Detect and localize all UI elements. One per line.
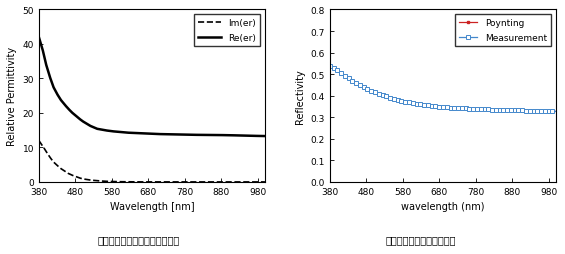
X-axis label: Wavelength [nm]: Wavelength [nm] [110,202,194,212]
Measurement [366,89,373,92]
Im(er) [179,181,185,184]
Measurement [477,108,484,111]
Poynting [385,96,392,99]
X-axis label: wavelength (nm): wavelength (nm) [401,202,485,212]
Im(er) [167,181,173,184]
Poynting [327,65,333,68]
Y-axis label: Reflectivity: Reflectivity [295,69,305,124]
Measurement [429,105,436,108]
Measurement [553,110,559,114]
Re(er) [109,130,116,133]
Text: シリコンの比誘電率の分散特性: シリコンの比誘電率の分散特性 [97,234,180,244]
Im(er) [125,181,132,184]
Poynting [459,107,466,110]
Poynting [553,110,559,114]
Re(er) [63,105,69,108]
Re(er) [178,134,185,137]
Im(er) [63,171,69,174]
Poynting [366,89,373,92]
Poynting [477,108,484,111]
Measurement [459,107,466,110]
Text: シリコン平面基板の反射率: シリコン平面基板の反射率 [386,234,456,244]
Re(er) [262,135,268,138]
Im(er) [109,180,116,183]
Poynting [497,109,503,112]
Re(er) [199,134,206,137]
Measurement [497,109,503,112]
Line: Re(er): Re(er) [39,38,265,136]
Poynting [429,105,436,108]
Re(er) [36,36,42,39]
Line: Measurement: Measurement [328,65,558,114]
Measurement [385,96,392,99]
Im(er) [36,139,42,142]
Measurement [327,65,333,68]
Legend: Im(er), Re(er): Im(er), Re(er) [194,15,260,47]
Line: Im(er): Im(er) [39,141,265,182]
Legend: Poynting, Measurement: Poynting, Measurement [455,15,551,47]
Im(er) [199,181,206,184]
Im(er) [262,181,268,184]
Re(er) [200,134,207,137]
Re(er) [125,132,132,135]
Line: Poynting: Poynting [328,65,557,113]
Y-axis label: Relative Permittivity: Relative Permittivity [7,47,17,146]
Im(er) [201,181,207,184]
